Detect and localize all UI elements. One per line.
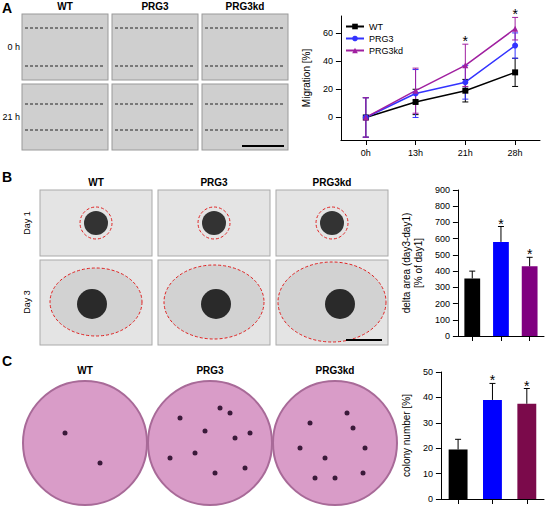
svg-text:PRG3kd: PRG3kd (316, 365, 355, 376)
svg-text:WT: WT (57, 1, 73, 12)
svg-text:PRG3: PRG3 (196, 365, 224, 376)
svg-text:700: 700 (435, 217, 450, 227)
svg-text:B: B (2, 169, 12, 185)
svg-text:800: 800 (435, 201, 450, 211)
svg-text:60: 60 (323, 28, 333, 38)
svg-text:PRG3kd: PRG3kd (226, 1, 265, 12)
svg-text:0: 0 (328, 112, 333, 122)
svg-text:PRG3kd: PRG3kd (313, 177, 352, 188)
svg-text:21h: 21h (458, 148, 473, 158)
svg-text:28h: 28h (508, 148, 523, 158)
svg-text:WT: WT (88, 177, 104, 188)
svg-text:Day 3: Day 3 (22, 290, 32, 314)
svg-text:40: 40 (323, 56, 333, 66)
svg-text:10: 10 (423, 469, 433, 479)
svg-text:delta area (day3-day1): delta area (day3-day1) (401, 213, 412, 314)
svg-text:30: 30 (423, 418, 433, 428)
svg-text:*: * (463, 33, 469, 49)
svg-text:*: * (498, 216, 504, 232)
svg-text:400: 400 (435, 266, 450, 276)
svg-text:PRG3: PRG3 (141, 1, 169, 12)
svg-text:21 h: 21 h (2, 112, 20, 122)
svg-text:200: 200 (435, 299, 450, 309)
svg-text:0: 0 (428, 494, 433, 504)
svg-text:Day 1: Day 1 (22, 211, 32, 235)
svg-text:colony number [%]: colony number [%] (401, 394, 412, 477)
svg-text:*: * (524, 378, 530, 394)
svg-text:Migration [%]: Migration [%] (301, 49, 312, 108)
svg-text:100: 100 (435, 315, 450, 325)
svg-text:600: 600 (435, 234, 450, 244)
svg-text:A: A (2, 0, 12, 16)
svg-text:*: * (512, 6, 518, 22)
svg-text:20: 20 (323, 84, 333, 94)
svg-text:PRG3: PRG3 (369, 34, 394, 44)
svg-text:PRG3: PRG3 (200, 177, 228, 188)
svg-text:WT: WT (369, 22, 383, 32)
svg-text:900: 900 (435, 185, 450, 195)
svg-text:*: * (527, 246, 533, 262)
svg-text:50: 50 (423, 367, 433, 377)
svg-text:20: 20 (423, 443, 433, 453)
svg-text:PRG3kd: PRG3kd (369, 46, 403, 56)
svg-text:300: 300 (435, 282, 450, 292)
svg-text:0 h: 0 h (7, 42, 20, 52)
svg-text:0h: 0h (361, 148, 371, 158)
svg-text:*: * (490, 372, 496, 388)
svg-text:500: 500 (435, 250, 450, 260)
svg-text:[% of day1]: [% of day1] (413, 238, 424, 288)
svg-text:13h: 13h (408, 148, 423, 158)
svg-text:0: 0 (445, 331, 450, 341)
svg-text:C: C (2, 353, 12, 369)
svg-text:WT: WT (77, 365, 93, 376)
svg-text:40: 40 (423, 392, 433, 402)
